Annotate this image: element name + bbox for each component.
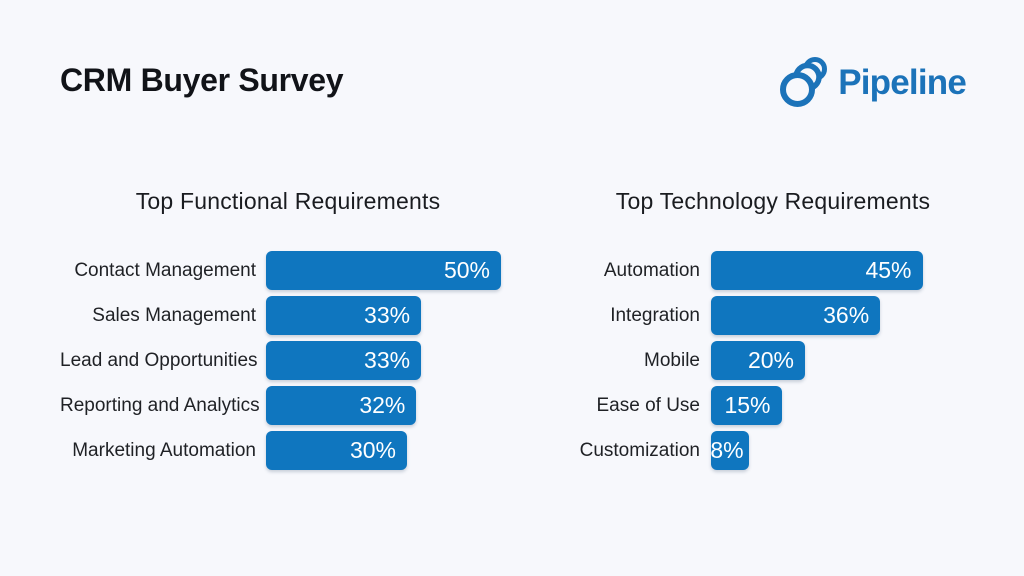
category-label: Automation (603, 259, 700, 281)
category-label: Customization (579, 439, 700, 461)
bar-value-label: 15% (724, 392, 771, 418)
bar: 33% (266, 341, 422, 380)
bar: 36% (711, 296, 881, 335)
chart-row: Contact Management 50% (60, 251, 516, 290)
category-label: Ease of Use (596, 394, 701, 416)
chart-row: Lead and Opportunities 33% (60, 341, 516, 380)
brand-name: Pipeline (838, 63, 967, 102)
category-label: Lead and Opportunities (60, 349, 258, 371)
chart-row: Automation 45% (560, 251, 986, 290)
brand-logo: Pipeline (777, 56, 967, 110)
category-label: Reporting and Analytics (60, 394, 260, 416)
bar-rows: Contact Management 50% Sales Management 33%… (60, 251, 516, 470)
bar: 32% (266, 386, 417, 425)
bar: 33% (266, 296, 422, 335)
bar: 30% (266, 431, 407, 470)
chart-row: Customization 8% (560, 431, 986, 470)
bar-rows: Automation 45% Integration 36% Mobile 20% Ease… (560, 251, 986, 470)
category-label: Mobile (644, 349, 700, 371)
bar: 20% (711, 341, 805, 380)
bar: 8% (710, 431, 749, 470)
chart-row: Reporting and Analytics 32% (60, 386, 516, 425)
pipeline-rings-icon (780, 57, 828, 107)
page-title: CRM Buyer Survey (60, 62, 344, 98)
chart-row: Integration 36% (560, 296, 986, 335)
chart-title: Top Technology Requirements (615, 188, 931, 214)
chart-row: Mobile 20% (560, 341, 986, 380)
bar-value-label: 20% (747, 347, 794, 373)
chart-title: Top Functional Requirements (135, 188, 441, 214)
chart-row: Marketing Automation 30% (60, 431, 516, 470)
chart-technology-requirements: Top Technology Requirements Automation 45… (560, 188, 986, 476)
category-label: Marketing Automation (72, 439, 256, 461)
bar-value-label: 8% (710, 437, 744, 463)
chart-functional-requirements: Top Functional Requirements Contact Mana… (60, 188, 516, 476)
bar-value-label: 36% (823, 302, 870, 328)
bar-value-label: 30% (349, 437, 396, 463)
bar-value-label: 33% (364, 302, 411, 328)
bar: 15% (711, 386, 782, 425)
category-label: Integration (610, 304, 700, 326)
category-label: Contact Management (74, 259, 256, 281)
bar-value-label: 32% (359, 392, 406, 418)
category-label: Sales Management (92, 304, 256, 326)
bar-value-label: 45% (865, 257, 912, 283)
chart-row: Ease of Use 15% (560, 386, 986, 425)
chart-row: Sales Management 33% (60, 296, 516, 335)
bar-value-label: 33% (364, 347, 411, 373)
bar: 50% (266, 251, 501, 290)
bar-value-label: 50% (443, 257, 490, 283)
bar: 45% (711, 251, 923, 290)
